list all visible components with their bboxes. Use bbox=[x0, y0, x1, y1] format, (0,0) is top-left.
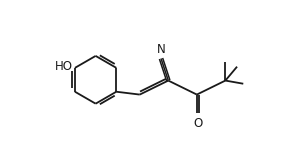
Text: HO: HO bbox=[55, 60, 73, 73]
Text: O: O bbox=[193, 117, 203, 130]
Text: N: N bbox=[157, 43, 165, 56]
